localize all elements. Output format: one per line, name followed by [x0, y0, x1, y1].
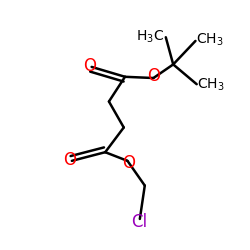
Text: O: O [83, 57, 96, 75]
Text: CH$_3$: CH$_3$ [196, 32, 224, 48]
Text: CH$_3$: CH$_3$ [198, 76, 225, 93]
Text: O: O [122, 154, 135, 172]
Text: O: O [147, 66, 160, 84]
Text: Cl: Cl [131, 213, 148, 231]
Text: H$_3$C: H$_3$C [136, 28, 164, 45]
Text: O: O [63, 150, 76, 168]
